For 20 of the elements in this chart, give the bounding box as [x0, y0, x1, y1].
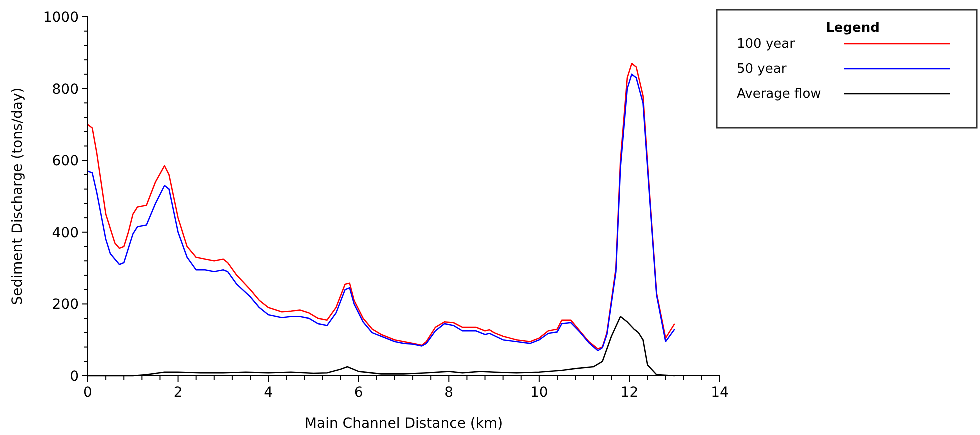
y-tick-label: 200 — [52, 297, 79, 314]
legend-title: Legend — [826, 21, 880, 36]
text: 50 year — [737, 62, 788, 77]
x-tick-label: 4 — [264, 385, 274, 401]
x-axis-title: Main Channel Distance (km) — [304, 416, 504, 432]
x-tick-label: 6 — [354, 385, 364, 401]
y-tick-label: 400 — [52, 225, 79, 242]
x-tick-label: 8 — [444, 385, 454, 401]
y-tick-label: 0 — [70, 369, 79, 385]
y-axis-title: Sediment Discharge (tons/day) — [10, 88, 26, 306]
x-tick-label: 10 — [530, 385, 548, 401]
x-tick-label: 14 — [711, 385, 729, 401]
y-tick-label: 600 — [52, 154, 79, 170]
text: 100 year — [737, 37, 796, 52]
x-tick-label: 12 — [620, 385, 639, 401]
x-tick-label: 0 — [84, 385, 92, 401]
y-tick-label: 1000 — [43, 10, 79, 26]
y-tick-label: 800 — [52, 82, 79, 98]
text: Average flow — [737, 87, 822, 102]
x-tick-label: 2 — [174, 385, 183, 401]
